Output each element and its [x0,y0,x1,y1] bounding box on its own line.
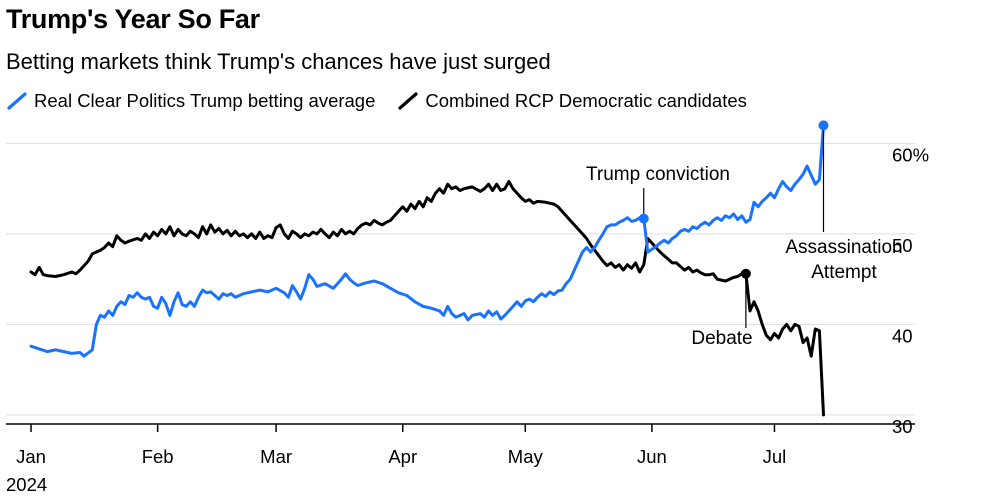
legend-item-trump: Real Clear Politics Trump betting averag… [6,90,375,112]
x-tick-label-apr: Apr [388,446,417,467]
x-year-label: 2024 [6,474,47,495]
legend-swatch-trump [7,92,27,110]
annotation-label-conviction: Trump conviction [586,164,730,185]
x-tick-label-jun: Jun [637,446,667,467]
legend-item-democrat: Combined RCP Democratic candidates [397,90,747,112]
x-tick-label-jan: Jan [16,446,46,467]
y-tick-label-60: 60% [892,144,929,165]
y-tick-label-30: 30 [892,416,913,437]
y-tick-label-40: 40 [892,325,913,346]
x-tick-label-may: May [508,446,544,467]
annotation-marker-conviction [638,213,649,224]
x-tick-label-feb: Feb [142,446,174,467]
annotation-marker-debate [740,268,751,279]
y-tick-label-50: 50 [892,235,913,256]
series-line-trump [29,123,825,358]
legend-label-democrat: Combined RCP Democratic candidates [425,90,747,111]
legend-swatch-democrat [398,92,418,110]
annotation-marker-assassination [818,120,829,131]
legend: Real Clear Politics Trump betting averag… [6,90,769,112]
annotation-label-debate: Debate [691,328,752,349]
x-tick-label-mar: Mar [260,446,292,467]
annotation-label-attempt: Attempt [811,262,877,283]
annotation-label-assassination: Assassination [785,237,902,258]
chart-title: Trump's Year So Far [6,4,260,34]
legend-label-trump: Real Clear Politics Trump betting averag… [34,90,376,111]
x-tick-label-jul: Jul [763,446,787,467]
chart-subtitle: Betting markets think Trump's chances ha… [6,49,551,74]
series-line-democrat [29,180,825,417]
